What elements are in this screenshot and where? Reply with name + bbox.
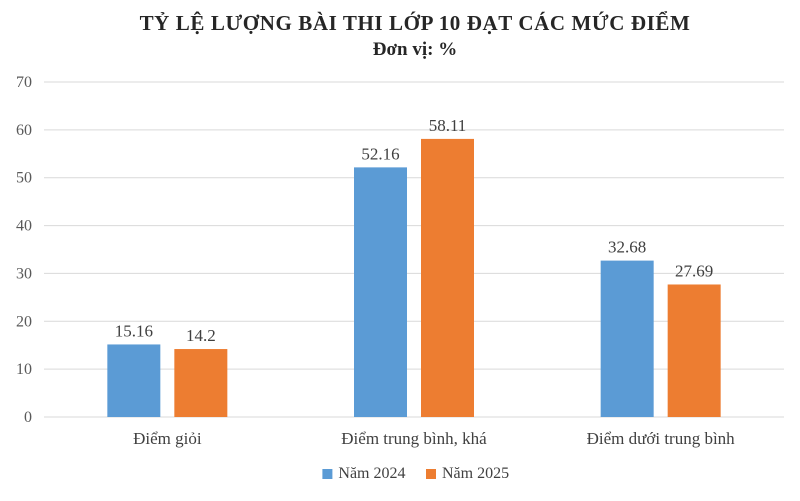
legend-label: Năm 2025 [442, 465, 509, 482]
legend-swatch [426, 469, 436, 479]
bar [421, 138, 474, 417]
y-tick-label: 20 [16, 313, 32, 330]
bar [354, 167, 407, 417]
x-axis-categories: Điểm giỏi Điểm trung bình, khá Điểm dưới t… [133, 429, 735, 448]
data-label: 15.16 [115, 321, 153, 340]
bar [174, 349, 228, 417]
y-axis-ticks: 0 10 20 30 40 50 60 70 [16, 74, 32, 426]
legend-swatch [322, 469, 333, 479]
bar [600, 260, 654, 417]
data-label: 14.2 [186, 326, 216, 345]
chart-title: TỶ LỆ LƯỢNG BÀI THI LỚP 10 ĐẠT CÁC MỨC Đ… [140, 11, 691, 35]
data-label: 52.16 [361, 144, 399, 163]
y-tick-label: 30 [16, 265, 32, 282]
y-tick-label: 10 [16, 361, 32, 378]
bar [667, 284, 721, 417]
x-category-label: Điểm trung bình, khá [341, 429, 487, 448]
data-label: 32.68 [608, 238, 646, 257]
data-label: 27.69 [675, 261, 713, 280]
x-category-label: Điểm dưới trung bình [587, 429, 736, 448]
y-tick-label: 70 [16, 74, 32, 91]
bar [107, 344, 161, 417]
bars [107, 138, 721, 417]
legend-label: Năm 2024 [338, 465, 405, 482]
y-tick-label: 0 [24, 409, 32, 426]
data-labels: 15.16 14.2 52.16 58.11 32.68 27.69 [115, 116, 714, 345]
data-label: 58.11 [429, 116, 467, 135]
y-tick-label: 60 [16, 122, 32, 139]
gridlines [44, 81, 784, 418]
y-tick-label: 50 [16, 170, 32, 187]
legend: Năm 2024 Năm 2025 [322, 465, 509, 482]
y-tick-label: 40 [16, 218, 32, 235]
x-category-label: Điểm giỏi [133, 429, 202, 448]
chart-subtitle: Đơn vị: % [373, 39, 457, 60]
